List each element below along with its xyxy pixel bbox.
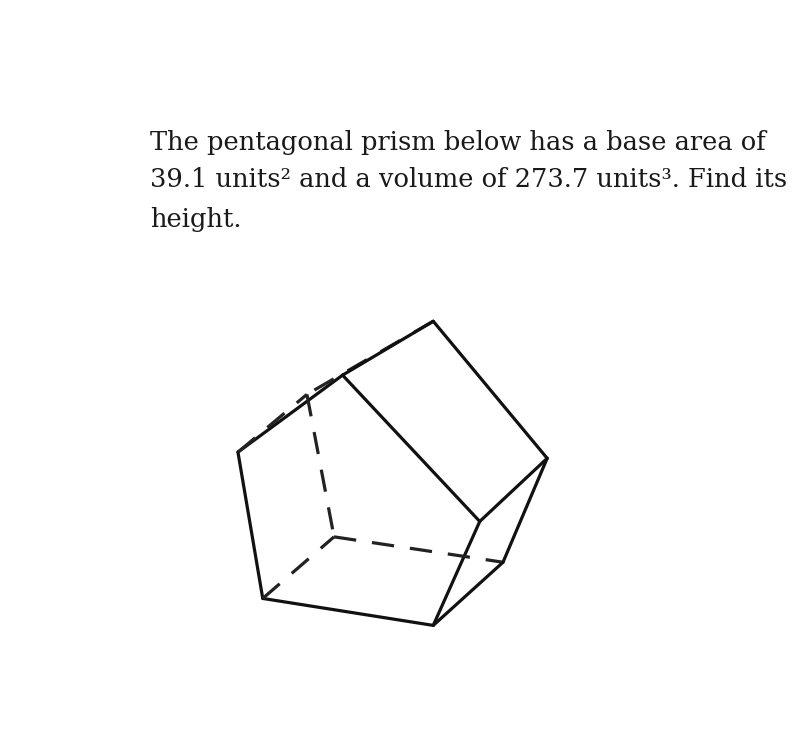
Text: The pentagonal prism below has a base area of: The pentagonal prism below has a base ar… <box>150 130 766 155</box>
Text: 39.1 units² and a volume of 273.7 units³. Find its: 39.1 units² and a volume of 273.7 units³… <box>150 167 788 193</box>
Text: height.: height. <box>150 208 242 232</box>
